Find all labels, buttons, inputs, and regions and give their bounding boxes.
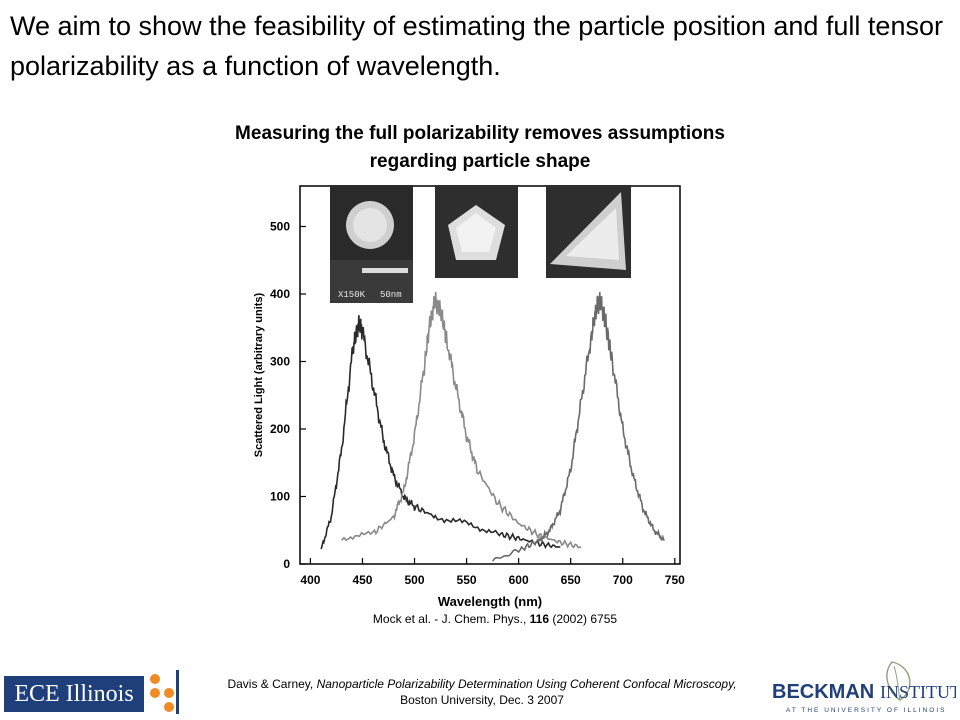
x-tick-label: 600 [509,573,529,587]
chart-heading: Measuring the full polarizability remove… [140,120,820,176]
scale-bar-label: 50nm [380,290,402,300]
footer-authors: Davis & Carney, [227,677,317,691]
beckman-institute-logo: BECKMAN INSTITUTE AT THE UNIVERSITY OF I… [772,661,956,714]
y-tick-label: 200 [270,422,290,436]
beckman-logo-main: BECKMAN [772,681,874,703]
x-tick-label: 650 [561,573,581,587]
y-tick-label: 0 [283,557,290,571]
x-tick-label: 550 [457,573,477,587]
x-tick-label: 450 [352,573,372,587]
scattering-spectrum-chart: 400 450 500 550 600 650 700 750 0 100 200 300 400 500… [253,185,685,609]
citation-suffix: (2002) 6755 [549,612,618,626]
chart-heading-line2: regarding particle shape [369,151,591,172]
beckman-logo-second: INSTITUTE [880,682,956,702]
ece-illinois-logo: ECE Illinois [4,666,182,716]
x-axis-label: Wavelength (nm) [438,594,542,609]
footer-paper-title: Nanoparticle Polarizability Determinatio… [316,677,737,691]
x-tick-label: 700 [613,573,633,587]
sphere-particle-image: X150K 50nm [330,185,413,303]
series-lines [320,291,665,562]
spectrum-series-1 [320,315,561,550]
footer-text: Davis & Carney, Nanoparticle Polarizabil… [192,676,772,708]
footer-line1: Davis & Carney, Nanoparticle Polarizabil… [192,676,772,692]
y-tick-label: 100 [270,490,290,504]
y-tick-label: 400 [270,287,290,301]
leaf-icon [886,661,911,701]
citation-prefix: Mock et al. - J. Chem. Phys., [372,612,530,626]
citation: Mock et al. - J. Chem. Phys., 116 (2002)… [330,612,660,626]
particle-images: X150K 50nm [330,185,631,303]
beckman-logo-sub: AT THE UNIVERSITY OF ILLINOIS [786,707,946,714]
x-tick-label: 500 [405,573,425,587]
y-tick-label: 300 [270,355,290,369]
y-tick-label: 500 [270,220,290,234]
magnification-label: X150K [338,290,366,300]
x-tick-label: 400 [300,573,320,587]
triangle-particle-image [546,185,631,278]
axes: 400 450 500 550 600 650 700 750 0 100 200 300 400 500… [253,185,685,609]
chart-heading-line1: Measuring the full polarizability remove… [235,123,725,144]
citation-volume: 116 [529,612,549,626]
slide-title: We aim to show the feasibility of estima… [10,11,943,81]
x-tick-label: 750 [665,573,685,587]
ece-logo-text: ECE Illinois [4,676,144,712]
footer-line2: Boston University, Dec. 3 2007 [400,693,564,707]
pentagon-particle-image [435,185,518,278]
ece-logo-dots-icon [146,666,182,716]
y-axis-label: Scattered Light (arbitrary units) [253,292,265,457]
spectrum-series-2 [341,291,582,549]
spectrum-series-3 [491,292,665,562]
